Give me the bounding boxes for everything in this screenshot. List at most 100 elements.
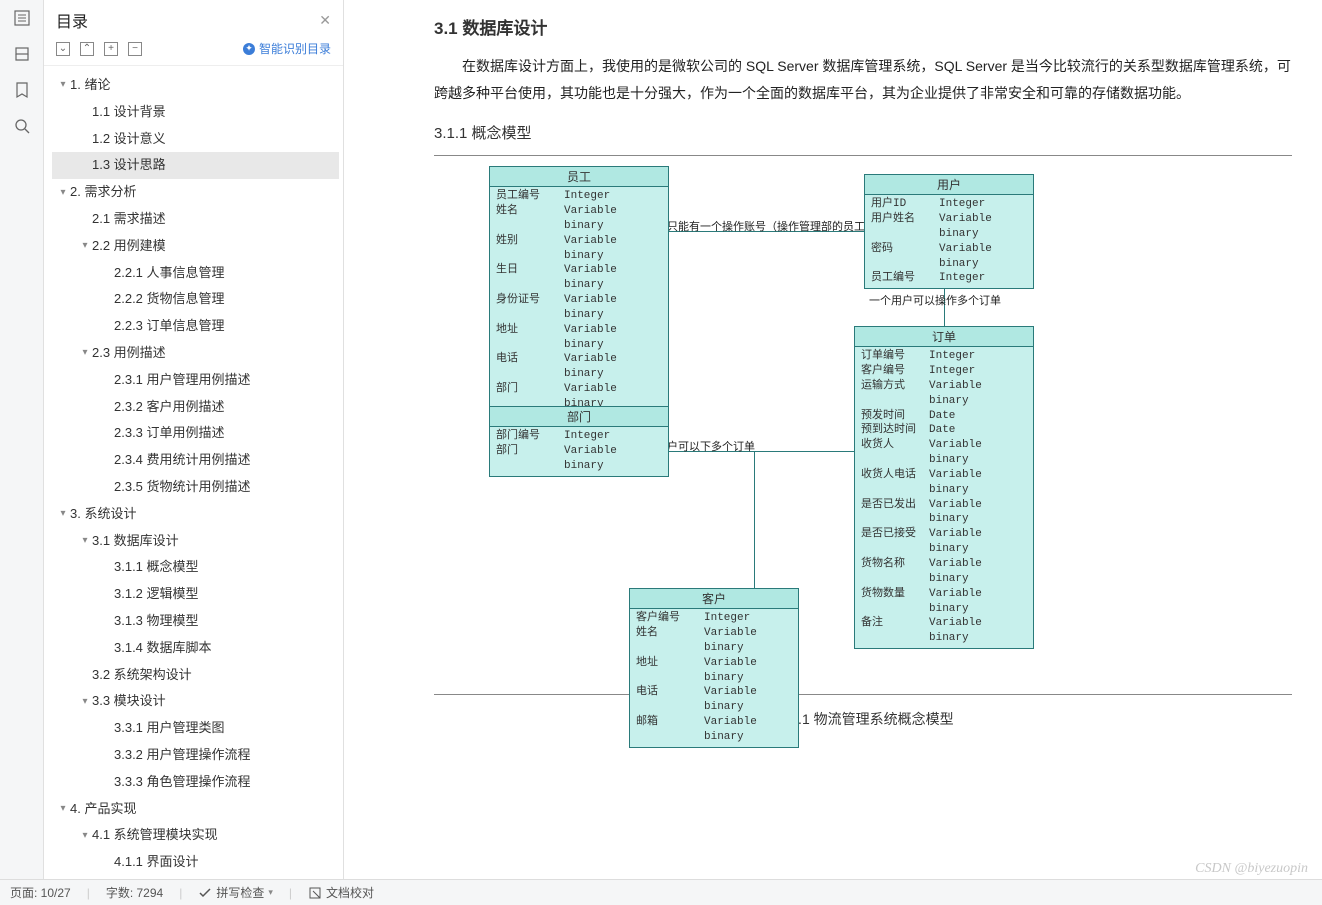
chevron-down-icon[interactable]: ▾ [56, 801, 70, 817]
toc-item[interactable]: ▾2. 需求分析 [52, 179, 339, 206]
proofread-icon [308, 886, 322, 900]
rel-emp-user: 个员工只能有一个操作账号（操作管理部的员工才有 [634, 218, 887, 234]
toc-item[interactable]: ▾3.1 数据库设计 [52, 528, 339, 555]
toc-item[interactable]: ▾3.3 模块设计 [52, 688, 339, 715]
toc-item[interactable]: 3.3.2 用户管理操作流程 [52, 742, 339, 769]
entity-attr: 密码Variable binary [871, 242, 1027, 272]
toc-item[interactable]: ▾2.2 用例建模 [52, 233, 339, 260]
toc-item[interactable]: 2.2.3 订单信息管理 [52, 313, 339, 340]
heading-3-1: 3.1 数据库设计 [434, 14, 1292, 39]
toc-item[interactable]: 1.2 设计意义 [52, 126, 339, 153]
entity-user: 用户用户IDInteger用户姓名Variable binary密码Variab… [864, 174, 1034, 289]
entity-attr: 收货人Variable binary [861, 438, 1027, 468]
toc-item[interactable]: 2.3.1 用户管理用例描述 [52, 367, 339, 394]
smart-toc-link[interactable]: ✦ 智能识别目录 [243, 40, 331, 57]
entity-attr: 电话Variable binary [636, 685, 792, 715]
toc-item-label: 2.3.1 用户管理用例描述 [114, 370, 251, 391]
chevron-down-icon[interactable]: ▾ [78, 694, 92, 710]
bookmark-outline-icon[interactable] [12, 44, 32, 64]
toc-item[interactable]: 2.3.3 订单用例描述 [52, 420, 339, 447]
toc-item-label: 3.3.3 角色管理操作流程 [114, 772, 251, 793]
entity-attr: 部门编号Integer [496, 429, 662, 444]
entity-attr: 电话Variable binary [496, 352, 662, 382]
status-spellcheck[interactable]: 拼写检查 ▾ [198, 884, 273, 901]
chevron-down-icon[interactable]: ▾ [78, 345, 92, 361]
toc-item[interactable]: ▾4.1 系统管理模块实现 [52, 822, 339, 849]
toc-item-label: 3.1.1 概念模型 [114, 557, 199, 578]
chevron-down-icon[interactable]: ▾ [78, 828, 92, 844]
toc-item[interactable]: 2.2.1 人事信息管理 [52, 260, 339, 287]
close-icon[interactable]: ✕ [319, 12, 331, 29]
toc-item-label: 2.3 用例描述 [92, 343, 166, 364]
toc-item[interactable]: 3.1.3 物理模型 [52, 608, 339, 635]
entity-title: 员工 [490, 167, 668, 187]
toc-item-label: 4.1.1 界面设计 [114, 852, 199, 873]
toc-item-label: 2.1 需求描述 [92, 209, 166, 230]
entity-attr: 用户姓名Variable binary [871, 212, 1027, 242]
toc-icon[interactable] [12, 8, 32, 28]
status-page[interactable]: 页面: 10/27 [10, 884, 71, 901]
toc-item[interactable]: ▾4. 产品实现 [52, 796, 339, 823]
expand-all-button[interactable]: ⌄ [56, 42, 70, 56]
toc-item[interactable]: 1.3 设计思路 [52, 152, 339, 179]
entity-attr: 姓名Variable binary [636, 626, 792, 656]
toc-item[interactable]: 2.1 需求描述 [52, 206, 339, 233]
toc-item[interactable]: 3.1.4 数据库脚本 [52, 635, 339, 662]
toc-item-label: 2.2.2 货物信息管理 [114, 289, 225, 310]
entity-attr: 预到达时间Date [861, 423, 1027, 438]
toc-item-label: 2.2 用例建模 [92, 236, 166, 257]
toc-item[interactable]: 2.3.4 费用统计用例描述 [52, 447, 339, 474]
toc-item[interactable]: 3.1.2 逻辑模型 [52, 581, 339, 608]
status-wordcount[interactable]: 字数: 7294 [106, 884, 163, 901]
collapse-all-button[interactable]: ⌃ [80, 42, 94, 56]
entity-attr: 员工编号Integer [496, 189, 662, 204]
smart-toc-label: 智能识别目录 [259, 40, 331, 57]
toc-item[interactable]: 3.2 系统架构设计 [52, 662, 339, 689]
entity-attr: 用户IDInteger [871, 197, 1027, 212]
toc-item-label: 2. 需求分析 [70, 182, 136, 203]
toc-item-label: 2.3.5 货物统计用例描述 [114, 477, 251, 498]
entity-attr: 货物数量Variable binary [861, 587, 1027, 617]
toc-item-label: 1.3 设计思路 [92, 155, 166, 176]
toc-item[interactable]: 3.3.3 角色管理操作流程 [52, 769, 339, 796]
toc-item[interactable]: 2.3.5 货物统计用例描述 [52, 474, 339, 501]
chevron-down-icon[interactable]: ▾ [78, 238, 92, 254]
entity-attr: 收货人电话Variable binary [861, 468, 1027, 498]
toc-item[interactable]: 3.1.1 概念模型 [52, 554, 339, 581]
toc-item[interactable]: ▾3. 系统设计 [52, 501, 339, 528]
entity-employee: 员工员工编号Integer姓名Variable binary姓别Variable… [489, 166, 669, 444]
er-diagram: 个员工只能有一个操作账号（操作管理部的员工才有 一个部门可有多名员工 一个用户可… [434, 155, 1292, 695]
toc-item[interactable]: 2.2.2 货物信息管理 [52, 286, 339, 313]
toc-item-label: 3.3.2 用户管理操作流程 [114, 745, 251, 766]
entity-attr: 客户编号Integer [861, 364, 1027, 379]
toc-item[interactable]: ▾2.3 用例描述 [52, 340, 339, 367]
entity-body: 客户编号Integer姓名Variable binary地址Variable b… [630, 609, 798, 747]
chevron-down-icon[interactable]: ▾ [78, 533, 92, 549]
remove-item-button[interactable]: − [128, 42, 142, 56]
search-icon[interactable] [12, 116, 32, 136]
entity-body: 员工编号Integer姓名Variable binary姓别Variable b… [490, 187, 668, 443]
chevron-down-icon[interactable]: ▾ [56, 77, 70, 93]
entity-title: 订单 [855, 327, 1033, 347]
entity-attr: 运输方式Variable binary [861, 379, 1027, 409]
rel-user-order: 一个用户可以操作多个订单 [869, 292, 1001, 308]
status-bar: 页面: 10/27 | 字数: 7294 | 拼写检查 ▾ | 文档校对 [0, 879, 1322, 905]
status-proofread[interactable]: 文档校对 [308, 884, 374, 901]
toc-item[interactable]: ▾1. 绪论 [52, 72, 339, 99]
chevron-down-icon[interactable]: ▾ [56, 185, 70, 201]
toc-item-label: 1. 绪论 [70, 75, 110, 96]
add-item-button[interactable]: + [104, 42, 118, 56]
toc-item-label: 2.2.3 订单信息管理 [114, 316, 225, 337]
toc-item[interactable]: 2.3.2 客户用例描述 [52, 394, 339, 421]
chevron-down-icon[interactable]: ▾ [56, 506, 70, 522]
toc-item[interactable]: 4.1.1 界面设计 [52, 849, 339, 876]
toc-item-label: 3.1.3 物理模型 [114, 611, 199, 632]
bookmark-icon[interactable] [12, 80, 32, 100]
toc-item[interactable]: 3.3.1 用户管理类图 [52, 715, 339, 742]
entity-order: 订单订单编号Integer客户编号Integer运输方式Variable bin… [854, 326, 1034, 649]
toc-item-label: 2.3.3 订单用例描述 [114, 423, 225, 444]
toc-item[interactable]: 1.1 设计背景 [52, 99, 339, 126]
toc-item-label: 3. 系统设计 [70, 504, 136, 525]
toc-item-label: 3.1 数据库设计 [92, 531, 179, 552]
entity-attr: 是否已发出Variable binary [861, 498, 1027, 528]
